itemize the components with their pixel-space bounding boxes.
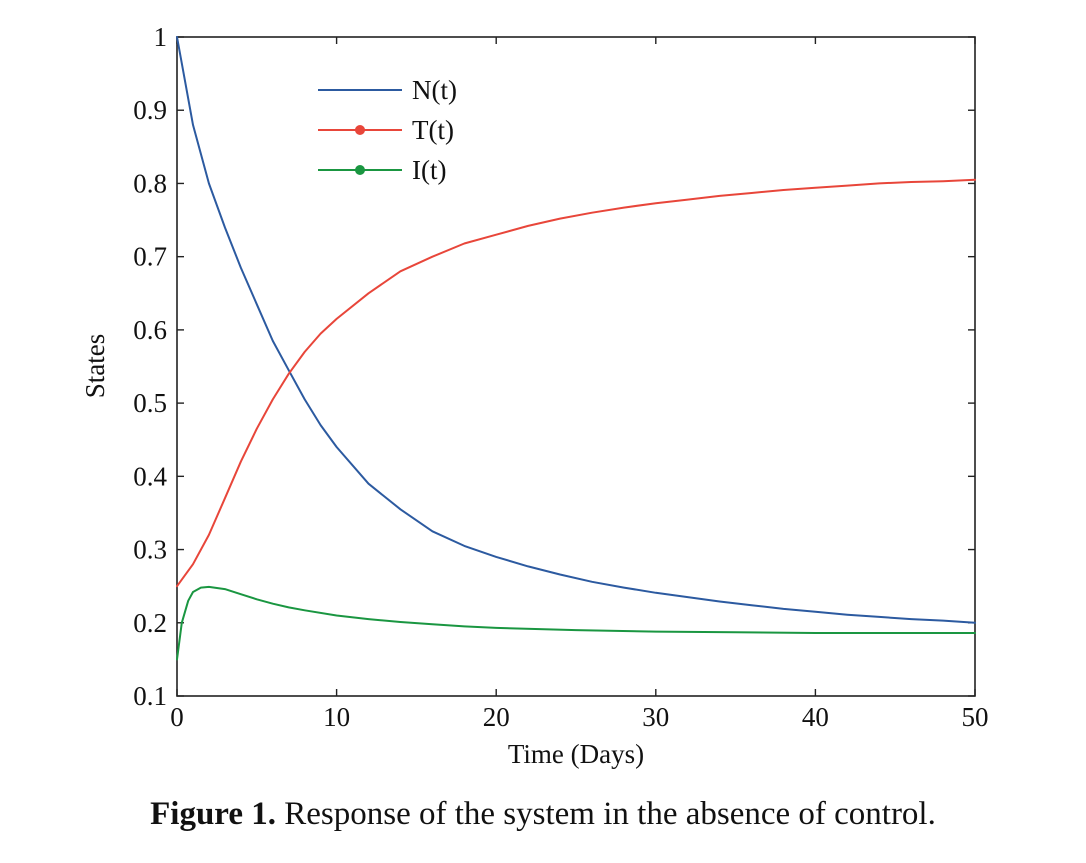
x-tick-label: 30 bbox=[642, 702, 669, 732]
y-tick-label: 0.1 bbox=[133, 681, 167, 711]
legend-entry-i: I(t) bbox=[318, 155, 446, 185]
y-axis-label: States bbox=[80, 334, 110, 399]
y-tick-label: 1 bbox=[154, 22, 168, 52]
line-chart: 0 10 20 30 40 500.10.20.30.40.50.60.70.80.91 … bbox=[80, 22, 989, 769]
x-tick-label: 50 bbox=[962, 702, 989, 732]
y-tick-label: 0.2 bbox=[133, 608, 167, 638]
legend-label-t: T(t) bbox=[412, 115, 454, 145]
x-tick-label: 0 bbox=[170, 702, 184, 732]
legend: N(t) T(t) I(t) bbox=[318, 75, 457, 185]
axis-ticks bbox=[176, 36, 976, 697]
series-line-n bbox=[176, 36, 976, 624]
y-tick-label: 0.9 bbox=[133, 95, 167, 125]
plot-frame bbox=[176, 36, 976, 697]
legend-label-i: I(t) bbox=[412, 155, 446, 185]
legend-marker-t bbox=[355, 125, 365, 135]
x-tick-label: 20 bbox=[483, 702, 510, 732]
y-tick-label: 0.8 bbox=[133, 168, 167, 198]
x-tick-label: 40 bbox=[802, 702, 829, 732]
x-tick-label: 10 bbox=[323, 702, 350, 732]
caption-label: Figure 1. bbox=[150, 796, 277, 832]
legend-label-n: N(t) bbox=[412, 75, 457, 105]
figure-caption: Figure 1. Response of the system in the … bbox=[0, 796, 1086, 833]
y-tick-label: 0.5 bbox=[133, 388, 167, 418]
y-tick-label: 0.6 bbox=[133, 315, 167, 345]
legend-marker-i bbox=[355, 165, 365, 175]
caption-text: Response of the system in the absence of… bbox=[276, 796, 936, 832]
series-line-i bbox=[176, 585, 976, 661]
series-line-t bbox=[176, 178, 976, 588]
series-lines bbox=[176, 36, 976, 661]
y-tick-label: 0.4 bbox=[133, 461, 167, 491]
y-tick-label: 0.3 bbox=[133, 535, 167, 565]
legend-entry-t: T(t) bbox=[318, 115, 454, 145]
y-tick-label: 0.7 bbox=[133, 242, 167, 272]
legend-entry-n: N(t) bbox=[318, 75, 457, 105]
x-axis-label: Time (Days) bbox=[508, 739, 644, 769]
tick-labels: 0 10 20 30 40 50 0.1 0.2 0.3 0.4 0.5 0.6 0.7 0.8 0.9 1 bbox=[133, 22, 988, 732]
